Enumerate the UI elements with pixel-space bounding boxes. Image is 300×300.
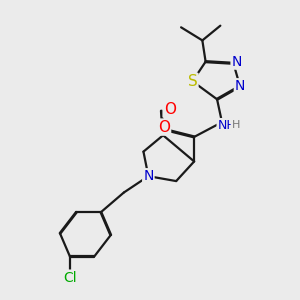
Text: O: O [158, 120, 170, 135]
Text: N: N [235, 79, 245, 93]
Text: N: N [143, 169, 154, 183]
Text: S: S [188, 74, 197, 89]
Text: N: N [232, 55, 242, 69]
Text: O: O [164, 102, 175, 117]
Text: Cl: Cl [63, 271, 77, 285]
Text: NH: NH [218, 119, 236, 132]
Text: H: H [232, 121, 240, 130]
